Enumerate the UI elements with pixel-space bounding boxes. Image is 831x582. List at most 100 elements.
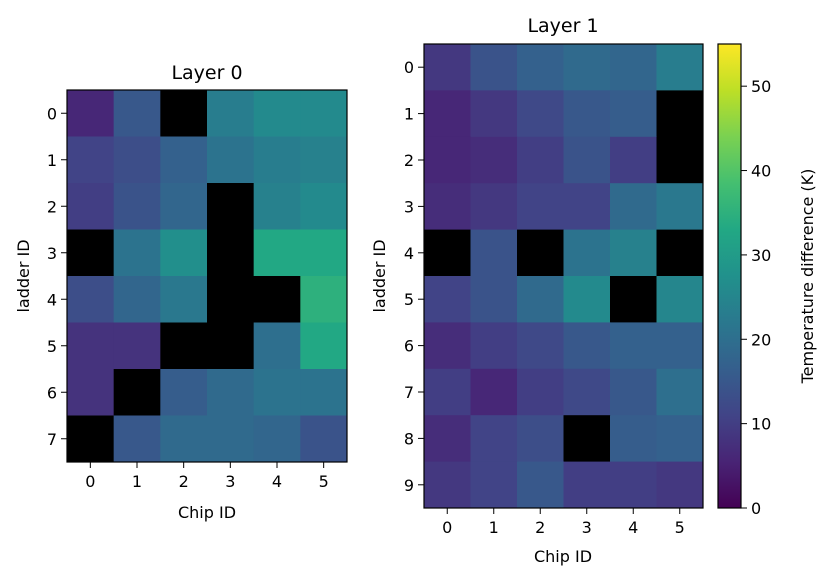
heatmap-cell	[610, 368, 657, 416]
heatmap-cell	[207, 90, 255, 137]
y-tick-label: 7	[404, 383, 414, 402]
heatmap-cell	[470, 229, 518, 277]
heatmap-cell	[563, 90, 611, 138]
heatmap-cell	[470, 90, 518, 138]
colorbar-tick-label: 0	[751, 499, 761, 518]
heatmap-cell	[610, 44, 657, 91]
x-tick-label: 3	[225, 472, 235, 491]
heatmap-cell	[300, 322, 348, 370]
heatmap-cell	[424, 461, 471, 509]
colorbar: 0 10 20 30 40 50 Temperature difference (K)	[717, 43, 817, 518]
layer-1-y-ticks: 0 1 2 3 4 5 6 7 8 9	[404, 58, 424, 495]
y-tick-label: 4	[47, 290, 57, 309]
heatmap-cell	[470, 44, 518, 91]
heatmap-cell	[207, 276, 255, 323]
heatmap-cell	[656, 229, 704, 277]
heatmap-cell	[300, 415, 348, 463]
x-tick-label: 5	[319, 472, 329, 491]
y-tick-label: 4	[404, 244, 414, 263]
heatmap-cell	[67, 183, 115, 230]
heatmap-cell	[517, 415, 564, 463]
colorbar-ticks: 0 10 20 30 40 50	[741, 77, 771, 518]
layer-0-x-ticks: 0 1 2 3 4 5	[85, 462, 329, 491]
heatmap-cell	[656, 461, 704, 509]
heatmap-cell	[424, 229, 471, 277]
colorbar-label: Temperature difference (K)	[798, 169, 817, 385]
y-tick-label: 9	[404, 476, 414, 495]
heatmap-cell	[563, 461, 611, 509]
layer-0-x-axis-label: Chip ID	[178, 503, 236, 522]
heatmap-cell	[656, 415, 704, 463]
y-tick-label: 2	[404, 151, 414, 170]
heatmap-cell	[470, 136, 518, 184]
heatmap-cell	[656, 322, 704, 370]
colorbar-tick-label: 10	[751, 415, 771, 434]
heatmap-cell	[207, 136, 255, 184]
heatmap-cell	[470, 322, 518, 370]
heatmap-cell	[300, 276, 348, 323]
x-tick-label: 2	[535, 518, 545, 537]
layer-0-cells	[67, 90, 348, 463]
heatmap-cell	[563, 322, 611, 370]
heatmap-cell	[470, 183, 518, 231]
y-tick-label: 5	[404, 290, 414, 309]
y-tick-label: 1	[47, 151, 57, 170]
heatmap-cell	[563, 229, 611, 277]
heatmap-cell	[656, 90, 704, 138]
heatmap-cell	[253, 415, 301, 463]
heatmap-cell	[424, 90, 471, 138]
heatmap-cell	[610, 276, 657, 323]
layer-1-title: Layer 1	[527, 15, 598, 37]
heatmap-cell	[160, 90, 208, 137]
heatmap-cell	[517, 136, 564, 184]
heatmap-cell	[113, 183, 161, 230]
heatmap-cell	[67, 229, 115, 277]
heatmap-cell	[517, 368, 564, 416]
heatmap-cell	[656, 183, 704, 231]
heatmap-layer-0: Layer 0 0 1 2 3 4 5 0 1 2 3 4 5 6 7 Chip ID ladder I…	[14, 62, 348, 522]
heatmap-cell	[67, 322, 115, 370]
y-tick-label: 7	[47, 430, 57, 449]
heatmap-cell	[113, 369, 161, 416]
heatmap-cell	[207, 415, 255, 463]
heatmap-cell	[424, 136, 471, 184]
layer-0-y-ticks: 0 1 2 3 4 5 6 7	[47, 104, 67, 449]
heatmap-cell	[517, 276, 564, 323]
x-tick-label: 1	[132, 472, 142, 491]
x-tick-label: 0	[442, 518, 452, 537]
heatmap-cell	[563, 44, 611, 91]
heatmap-cell	[610, 136, 657, 184]
heatmap-cell	[207, 229, 255, 277]
heatmap-cell	[67, 90, 115, 137]
layer-0-title: Layer 0	[171, 62, 242, 84]
heatmap-cell	[67, 415, 115, 463]
heatmap-cell	[160, 415, 208, 463]
heatmap-cell	[253, 322, 301, 370]
heatmap-cell	[67, 369, 115, 416]
heatmap-cell	[424, 276, 471, 323]
heatmap-cell	[470, 276, 518, 323]
heatmap-cell	[67, 276, 115, 323]
heatmap-cell	[470, 415, 518, 463]
heatmap-cell	[610, 415, 657, 463]
y-tick-label: 6	[47, 383, 57, 402]
heatmap-cell	[160, 229, 208, 277]
heatmap-cell	[470, 368, 518, 416]
heatmap-cell	[610, 461, 657, 509]
heatmap-cell	[424, 183, 471, 231]
heatmap-cell	[656, 136, 704, 184]
heatmap-cell	[253, 276, 301, 323]
y-tick-label: 2	[47, 197, 57, 216]
heatmap-cell	[160, 183, 208, 230]
colorbar-tick-label: 40	[751, 162, 771, 181]
heatmap-cell	[424, 368, 471, 416]
heatmap-cell	[517, 44, 564, 91]
heatmap-cell	[207, 183, 255, 230]
x-tick-label: 4	[272, 472, 282, 491]
heatmap-cell	[253, 229, 301, 277]
heatmap-layer-1: Layer 1 0 1 2 3 4 5 0 1 2 3 4 5 6 7 8 9 Chip ID ladder…	[370, 15, 704, 566]
heatmap-cell	[300, 229, 348, 277]
heatmap-cell	[113, 415, 161, 463]
heatmap-cell	[253, 369, 301, 416]
